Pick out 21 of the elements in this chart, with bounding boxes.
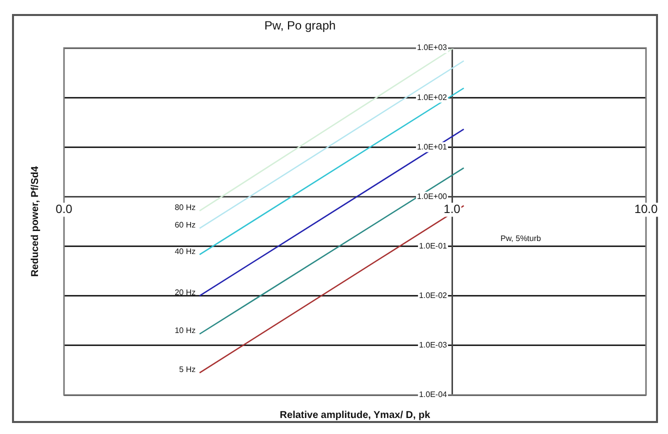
series-label: 5 Hz [179, 365, 196, 374]
series-label: 60 Hz [174, 220, 196, 230]
y-tick-label: 1.0E+02 [416, 92, 448, 102]
x-tick-label: 1.0 [444, 202, 461, 216]
y-axis-title: Reduced power, Pf/Sd4 [30, 166, 41, 277]
y-tick-label: 1.0E+03 [416, 43, 448, 52]
y-tick-label: 1.0E-02 [418, 291, 448, 300]
y-tick-label: 1.0E-03 [418, 340, 448, 350]
x-tick-label: 0.0 [56, 202, 73, 216]
chart-title: Pw, Po graph [264, 18, 336, 32]
y-tick-label: 1.0E-01 [418, 241, 448, 250]
annotation: Pw, 5%turb [500, 234, 542, 244]
y-tick-label: 1.0E+01 [416, 142, 448, 152]
y-tick-label: 1.0E+00 [416, 192, 448, 201]
x-tick-label: 10.0 [634, 202, 658, 216]
series-label: 20 Hz [174, 288, 196, 298]
series-label: 10 Hz [174, 326, 196, 336]
x-axis-title: Relative amplitude, Ymax/ D, pk [280, 410, 431, 421]
series-label: 80 Hz [174, 202, 196, 212]
y-tick-label: 1.0E-04 [418, 390, 448, 400]
series-label: 40 Hz [174, 246, 196, 256]
